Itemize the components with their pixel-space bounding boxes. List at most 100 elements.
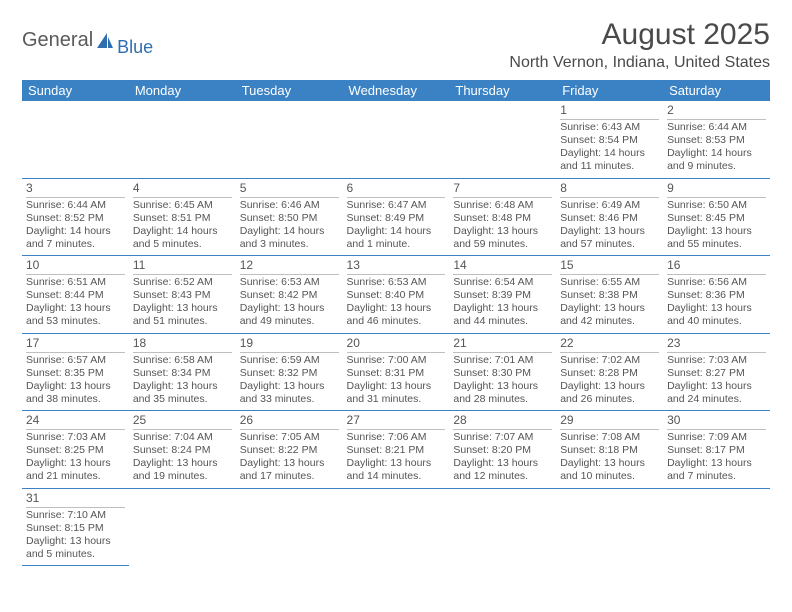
day-number: 10 bbox=[26, 258, 125, 275]
sunset-text: Sunset: 8:30 PM bbox=[453, 367, 552, 380]
sunrise-text: Sunrise: 6:51 AM bbox=[26, 276, 125, 289]
sunrise-text: Sunrise: 6:53 AM bbox=[240, 276, 339, 289]
daylight-text-1: Daylight: 13 hours bbox=[26, 457, 125, 470]
sunset-text: Sunset: 8:15 PM bbox=[26, 522, 125, 535]
daylight-text-2: and 46 minutes. bbox=[347, 315, 446, 328]
calendar-empty-cell bbox=[449, 488, 556, 566]
calendar-empty-cell bbox=[22, 101, 129, 178]
calendar-empty-cell bbox=[663, 488, 770, 566]
sunrise-text: Sunrise: 6:57 AM bbox=[26, 354, 125, 367]
day-number: 11 bbox=[133, 258, 232, 275]
sunset-text: Sunset: 8:54 PM bbox=[560, 134, 659, 147]
daylight-text-2: and 42 minutes. bbox=[560, 315, 659, 328]
daylight-text-2: and 49 minutes. bbox=[240, 315, 339, 328]
sunset-text: Sunset: 8:31 PM bbox=[347, 367, 446, 380]
day-number: 3 bbox=[26, 181, 125, 198]
day-number: 15 bbox=[560, 258, 659, 275]
calendar-day-cell: 30Sunrise: 7:09 AMSunset: 8:17 PMDayligh… bbox=[663, 411, 770, 489]
calendar-day-cell: 9Sunrise: 6:50 AMSunset: 8:45 PMDaylight… bbox=[663, 178, 770, 256]
calendar-week-row: 24Sunrise: 7:03 AMSunset: 8:25 PMDayligh… bbox=[22, 411, 770, 489]
daylight-text-2: and 35 minutes. bbox=[133, 393, 232, 406]
daylight-text-2: and 59 minutes. bbox=[453, 238, 552, 251]
sunrise-text: Sunrise: 6:59 AM bbox=[240, 354, 339, 367]
daylight-text-1: Daylight: 13 hours bbox=[347, 380, 446, 393]
daylight-text-2: and 55 minutes. bbox=[667, 238, 766, 251]
day-number: 29 bbox=[560, 413, 659, 430]
day-number: 2 bbox=[667, 103, 766, 120]
calendar-table: SundayMondayTuesdayWednesdayThursdayFrid… bbox=[22, 80, 770, 566]
daylight-text-2: and 57 minutes. bbox=[560, 238, 659, 251]
daylight-text-1: Daylight: 13 hours bbox=[133, 380, 232, 393]
calendar-day-cell: 11Sunrise: 6:52 AMSunset: 8:43 PMDayligh… bbox=[129, 256, 236, 334]
daylight-text-2: and 7 minutes. bbox=[26, 238, 125, 251]
daylight-text-1: Daylight: 13 hours bbox=[240, 302, 339, 315]
sunrise-text: Sunrise: 7:03 AM bbox=[667, 354, 766, 367]
calendar-day-cell: 27Sunrise: 7:06 AMSunset: 8:21 PMDayligh… bbox=[343, 411, 450, 489]
title-block: August 2025 North Vernon, Indiana, Unite… bbox=[509, 18, 770, 78]
calendar-day-cell: 24Sunrise: 7:03 AMSunset: 8:25 PMDayligh… bbox=[22, 411, 129, 489]
daylight-text-2: and 24 minutes. bbox=[667, 393, 766, 406]
calendar-day-cell: 16Sunrise: 6:56 AMSunset: 8:36 PMDayligh… bbox=[663, 256, 770, 334]
brand-logo: General Blue bbox=[22, 24, 153, 56]
weekday-header-row: SundayMondayTuesdayWednesdayThursdayFrid… bbox=[22, 80, 770, 101]
daylight-text-2: and 33 minutes. bbox=[240, 393, 339, 406]
calendar-empty-cell bbox=[343, 101, 450, 178]
daylight-text-1: Daylight: 14 hours bbox=[560, 147, 659, 160]
sunset-text: Sunset: 8:49 PM bbox=[347, 212, 446, 225]
calendar-day-cell: 6Sunrise: 6:47 AMSunset: 8:49 PMDaylight… bbox=[343, 178, 450, 256]
day-number: 6 bbox=[347, 181, 446, 198]
daylight-text-1: Daylight: 13 hours bbox=[667, 302, 766, 315]
weekday-header: Sunday bbox=[22, 80, 129, 101]
sunrise-text: Sunrise: 6:48 AM bbox=[453, 199, 552, 212]
sunrise-text: Sunrise: 6:56 AM bbox=[667, 276, 766, 289]
calendar-day-cell: 8Sunrise: 6:49 AMSunset: 8:46 PMDaylight… bbox=[556, 178, 663, 256]
day-number: 25 bbox=[133, 413, 232, 430]
daylight-text-1: Daylight: 13 hours bbox=[560, 457, 659, 470]
sunrise-text: Sunrise: 7:09 AM bbox=[667, 431, 766, 444]
sunrise-text: Sunrise: 7:04 AM bbox=[133, 431, 232, 444]
day-number: 8 bbox=[560, 181, 659, 198]
daylight-text-2: and 40 minutes. bbox=[667, 315, 766, 328]
calendar-day-cell: 22Sunrise: 7:02 AMSunset: 8:28 PMDayligh… bbox=[556, 333, 663, 411]
sunset-text: Sunset: 8:53 PM bbox=[667, 134, 766, 147]
calendar-day-cell: 20Sunrise: 7:00 AMSunset: 8:31 PMDayligh… bbox=[343, 333, 450, 411]
day-number: 20 bbox=[347, 336, 446, 353]
daylight-text-2: and 44 minutes. bbox=[453, 315, 552, 328]
daylight-text-1: Daylight: 13 hours bbox=[133, 457, 232, 470]
daylight-text-1: Daylight: 13 hours bbox=[667, 457, 766, 470]
weekday-header: Tuesday bbox=[236, 80, 343, 101]
calendar-day-cell: 18Sunrise: 6:58 AMSunset: 8:34 PMDayligh… bbox=[129, 333, 236, 411]
day-number: 21 bbox=[453, 336, 552, 353]
calendar-day-cell: 13Sunrise: 6:53 AMSunset: 8:40 PMDayligh… bbox=[343, 256, 450, 334]
calendar-day-cell: 17Sunrise: 6:57 AMSunset: 8:35 PMDayligh… bbox=[22, 333, 129, 411]
calendar-day-cell: 12Sunrise: 6:53 AMSunset: 8:42 PMDayligh… bbox=[236, 256, 343, 334]
daylight-text-2: and 21 minutes. bbox=[26, 470, 125, 483]
sunrise-text: Sunrise: 6:50 AM bbox=[667, 199, 766, 212]
calendar-day-cell: 31Sunrise: 7:10 AMSunset: 8:15 PMDayligh… bbox=[22, 488, 129, 566]
calendar-day-cell: 15Sunrise: 6:55 AMSunset: 8:38 PMDayligh… bbox=[556, 256, 663, 334]
calendar-day-cell: 7Sunrise: 6:48 AMSunset: 8:48 PMDaylight… bbox=[449, 178, 556, 256]
day-number: 7 bbox=[453, 181, 552, 198]
brand-word2: Blue bbox=[117, 38, 153, 56]
sunset-text: Sunset: 8:52 PM bbox=[26, 212, 125, 225]
calendar-empty-cell bbox=[236, 101, 343, 178]
sunrise-text: Sunrise: 7:08 AM bbox=[560, 431, 659, 444]
brand-word1: General bbox=[22, 30, 93, 50]
calendar-week-row: 3Sunrise: 6:44 AMSunset: 8:52 PMDaylight… bbox=[22, 178, 770, 256]
day-number: 13 bbox=[347, 258, 446, 275]
sunset-text: Sunset: 8:34 PM bbox=[133, 367, 232, 380]
day-number: 22 bbox=[560, 336, 659, 353]
sunrise-text: Sunrise: 6:45 AM bbox=[133, 199, 232, 212]
day-number: 19 bbox=[240, 336, 339, 353]
daylight-text-1: Daylight: 13 hours bbox=[667, 225, 766, 238]
calendar-day-cell: 29Sunrise: 7:08 AMSunset: 8:18 PMDayligh… bbox=[556, 411, 663, 489]
sunset-text: Sunset: 8:46 PM bbox=[560, 212, 659, 225]
day-number: 23 bbox=[667, 336, 766, 353]
calendar-day-cell: 10Sunrise: 6:51 AMSunset: 8:44 PMDayligh… bbox=[22, 256, 129, 334]
daylight-text-2: and 3 minutes. bbox=[240, 238, 339, 251]
sunrise-text: Sunrise: 7:00 AM bbox=[347, 354, 446, 367]
sunset-text: Sunset: 8:42 PM bbox=[240, 289, 339, 302]
sunset-text: Sunset: 8:18 PM bbox=[560, 444, 659, 457]
calendar-day-cell: 4Sunrise: 6:45 AMSunset: 8:51 PMDaylight… bbox=[129, 178, 236, 256]
daylight-text-1: Daylight: 13 hours bbox=[26, 302, 125, 315]
